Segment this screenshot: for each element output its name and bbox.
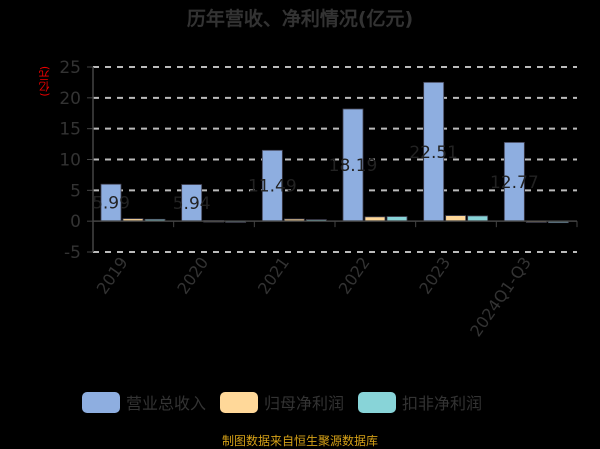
legend-swatch-revenue [82, 391, 120, 413]
legend-swatch-net-profit [220, 391, 259, 413]
x-tick-label: 2022 [335, 253, 374, 297]
legend-label: 扣非净利润 [402, 394, 483, 413]
bar-value-label: 22.51 [409, 143, 458, 163]
bar-value-label: 12.77 [490, 173, 539, 193]
y-tick-label: 15 [59, 120, 81, 140]
chart-title: 历年营收、净利情况(亿元) [186, 8, 414, 30]
bar-chart: 25 20 15 10 5 0 -5 5.99 2019 5.94 2020 11.49 2021 18.… [59, 58, 578, 340]
x-tick-label: 2023 [415, 253, 454, 297]
legend-swatch-deducted-profit [358, 391, 397, 413]
y-tick-label: 0 [70, 212, 81, 232]
y-tick-label: 20 [59, 89, 81, 109]
bar-value-label: 11.49 [248, 177, 297, 197]
legend-item-deducted-profit[interactable]: 扣非净利润 [358, 390, 482, 414]
bar-value-label: 18.19 [329, 156, 378, 176]
y-tick-label: 5 [70, 181, 81, 201]
bar [467, 215, 489, 222]
bar-value-label: 5.94 [173, 194, 211, 214]
y-tick-label: 10 [59, 151, 81, 171]
bar [445, 215, 467, 222]
bar-value-label: 5.99 [92, 194, 130, 214]
legend-label: 营业总收入 [126, 394, 207, 413]
chart-legend: 营业总收入 归母净利润 扣非净利润 [82, 390, 482, 414]
legend-item-net-profit[interactable]: 归母净利润 [220, 390, 344, 414]
x-tick-label: 2019 [93, 253, 132, 297]
y-tick-label: -5 [64, 243, 81, 263]
legend-item-revenue[interactable]: 营业总收入 [82, 390, 206, 414]
x-tick-label: 2024Q1-Q3 [466, 253, 535, 340]
data-source-note: 制图数据来自恒生聚源数据库 [221, 434, 378, 448]
legend-label: 归母净利润 [264, 394, 345, 413]
y-tick-label: 25 [59, 58, 81, 78]
x-tick-label: 2020 [173, 253, 212, 297]
x-tick-label: 2021 [254, 253, 293, 297]
